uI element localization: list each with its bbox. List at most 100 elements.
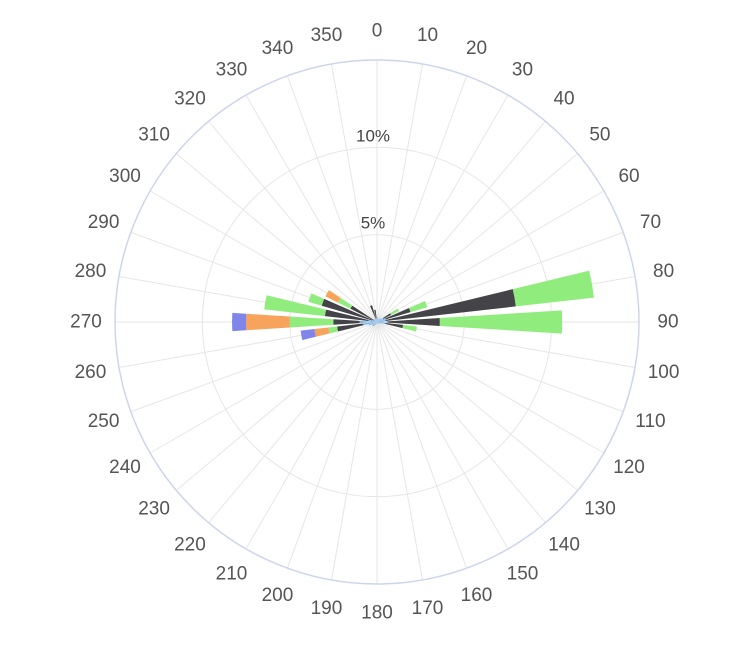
bar-series2-dir-60 — [382, 313, 392, 319]
angle-tick-label-150: 150 — [507, 564, 539, 585]
angle-tick-label-240: 240 — [109, 457, 141, 478]
bar-series5-dir-260 — [300, 329, 316, 341]
bar-series1-dir-130 — [377, 322, 380, 324]
bar-series1-dir-160 — [377, 322, 378, 324]
bar-series3-dir-290 — [308, 293, 325, 306]
angle-gridline-250 — [130, 321, 378, 413]
angle-gridline-100 — [376, 321, 636, 368]
bar-series4-dir-260 — [314, 327, 330, 337]
angle-gridline-150 — [376, 321, 509, 550]
bar-series2-dir-70 — [385, 308, 411, 320]
bar-series2-dir-300 — [350, 305, 375, 321]
angle-tick-label-90: 90 — [657, 312, 678, 333]
bar-series2-dir-260 — [337, 323, 364, 332]
bar-series4-dir-300 — [325, 290, 341, 303]
angle-gridline-170 — [376, 321, 423, 581]
bar-series1-dir-270 — [359, 320, 377, 324]
angle-gridline-50 — [376, 153, 579, 323]
bar-series2-dir-270 — [333, 319, 360, 325]
bar-series1-dir-280 — [368, 319, 377, 322]
angle-tick-label-350: 350 — [311, 25, 343, 46]
bar-series1-dir-240 — [372, 322, 377, 325]
bar-series1-dir-150 — [377, 322, 378, 324]
angle-gridline-20 — [376, 75, 468, 323]
angle-tick-label-170: 170 — [412, 598, 444, 619]
angle-gridline-120 — [376, 321, 605, 454]
bar-series5-dir-270 — [232, 312, 247, 332]
angle-tick-label-140: 140 — [548, 534, 580, 555]
bar-series1-dir-140 — [377, 322, 379, 324]
bar-series4-dir-270 — [246, 313, 290, 331]
bar-series2-dir-80 — [385, 289, 516, 322]
angle-tick-label-310: 310 — [138, 124, 170, 145]
plot-outline — [114, 59, 640, 585]
bar-series3-dir-280 — [264, 295, 327, 317]
angle-tick-label-0: 0 — [372, 21, 383, 42]
angle-gridline-30 — [376, 94, 509, 323]
angle-tick-label-50: 50 — [589, 124, 610, 145]
angle-gridline-200 — [286, 321, 378, 569]
bar-series1-dir-230 — [372, 322, 377, 327]
bar-series1-dir-120 — [377, 322, 381, 324]
angle-tick-label-250: 250 — [88, 411, 120, 432]
angle-gridline-110 — [376, 321, 624, 413]
angle-tick-label-60: 60 — [618, 166, 639, 187]
angle-tick-label-200: 200 — [262, 585, 294, 606]
angle-tick-label-260: 260 — [75, 362, 107, 383]
angle-tick-label-100: 100 — [648, 362, 680, 383]
angle-tick-label-20: 20 — [466, 38, 487, 59]
angle-tick-label-10: 10 — [417, 25, 438, 46]
bar-series1-dir-50 — [377, 318, 382, 322]
bar-series3-dir-90 — [439, 310, 563, 334]
angle-tick-label-290: 290 — [88, 212, 120, 233]
angle-tick-label-70: 70 — [640, 212, 661, 233]
bar-series3-dir-100 — [402, 324, 417, 332]
bar-series1-dir-210 — [375, 322, 377, 326]
radial-tick-label-1: 5% — [361, 214, 386, 233]
data-bars — [232, 270, 594, 341]
angle-tick-label-270: 270 — [70, 312, 102, 333]
angle-gridline-230 — [175, 321, 378, 491]
bar-series3-dir-270 — [289, 316, 334, 328]
angle-gridline-190 — [331, 321, 378, 581]
bar-series1-dir-330 — [375, 318, 377, 322]
bar-series1-dir-70 — [377, 318, 386, 322]
bar-series1-dir-350 — [376, 318, 377, 322]
bar-series1-dir-20 — [377, 318, 379, 322]
bar-series1-dir-40 — [377, 318, 381, 322]
bar-series1-dir-340 — [375, 318, 377, 322]
radial-tick-label-0: 10% — [356, 126, 390, 145]
angle-tick-label-330: 330 — [216, 59, 248, 80]
bar-series2-dir-100 — [385, 322, 404, 329]
angle-tick-label-120: 120 — [613, 457, 645, 478]
angle-tick-label-110: 110 — [635, 411, 665, 432]
angle-gridline-310 — [175, 153, 378, 323]
bar-series1-dir-90 — [377, 321, 388, 323]
bar-series1-dir-110 — [377, 322, 381, 324]
bar-series2-dir-90 — [387, 318, 440, 326]
plot-outer-circle — [114, 59, 640, 585]
angle-tick-label-40: 40 — [553, 89, 574, 110]
bar-series1-dir-310 — [374, 319, 377, 322]
angle-tick-label-230: 230 — [138, 499, 170, 520]
bar-series3-dir-60 — [390, 308, 399, 316]
angle-tick-label-160: 160 — [461, 585, 493, 606]
bar-series2-dir-290 — [321, 298, 373, 321]
bar-series1-dir-220 — [373, 322, 377, 327]
bar-series3-dir-260 — [328, 326, 338, 334]
bar-series3-dir-300 — [337, 297, 353, 309]
angle-tick-label-180: 180 — [361, 603, 393, 624]
angle-gridline-60 — [376, 190, 605, 323]
angle-tick-label-80: 80 — [653, 261, 674, 282]
angle-gridline-240 — [149, 321, 378, 454]
angle-tick-label-130: 130 — [584, 499, 616, 520]
bar-series1-dir-200 — [375, 322, 377, 325]
bar-series2-dir-340 — [370, 305, 377, 319]
bar-series2-dir-350 — [374, 309, 377, 319]
bar-series1-dir-30 — [377, 318, 379, 322]
bar-series1-dir-250 — [368, 322, 377, 326]
angle-tick-label-320: 320 — [174, 89, 206, 110]
angle-tick-label-190: 190 — [311, 598, 343, 619]
